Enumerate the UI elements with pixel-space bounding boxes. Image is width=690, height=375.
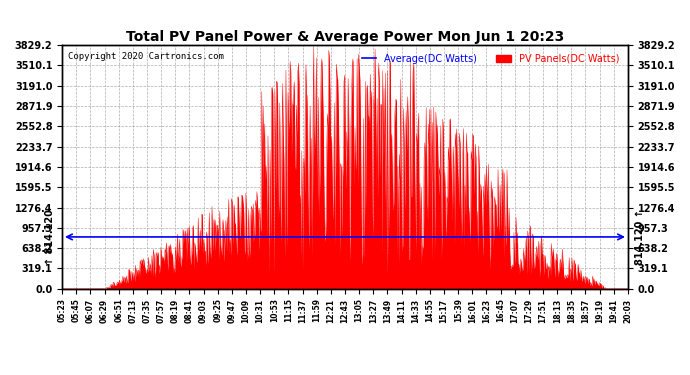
Legend: Average(DC Watts), PV Panels(DC Watts): Average(DC Watts), PV Panels(DC Watts) [357,50,623,68]
Text: Copyright 2020 Cartronics.com: Copyright 2020 Cartronics.com [68,53,224,61]
Title: Total PV Panel Power & Average Power Mon Jun 1 20:23: Total PV Panel Power & Average Power Mon… [126,30,564,44]
Text: ↑ 814.120: ↑ 814.120 [45,209,55,265]
Text: 814.120 ↑: 814.120 ↑ [635,209,645,265]
